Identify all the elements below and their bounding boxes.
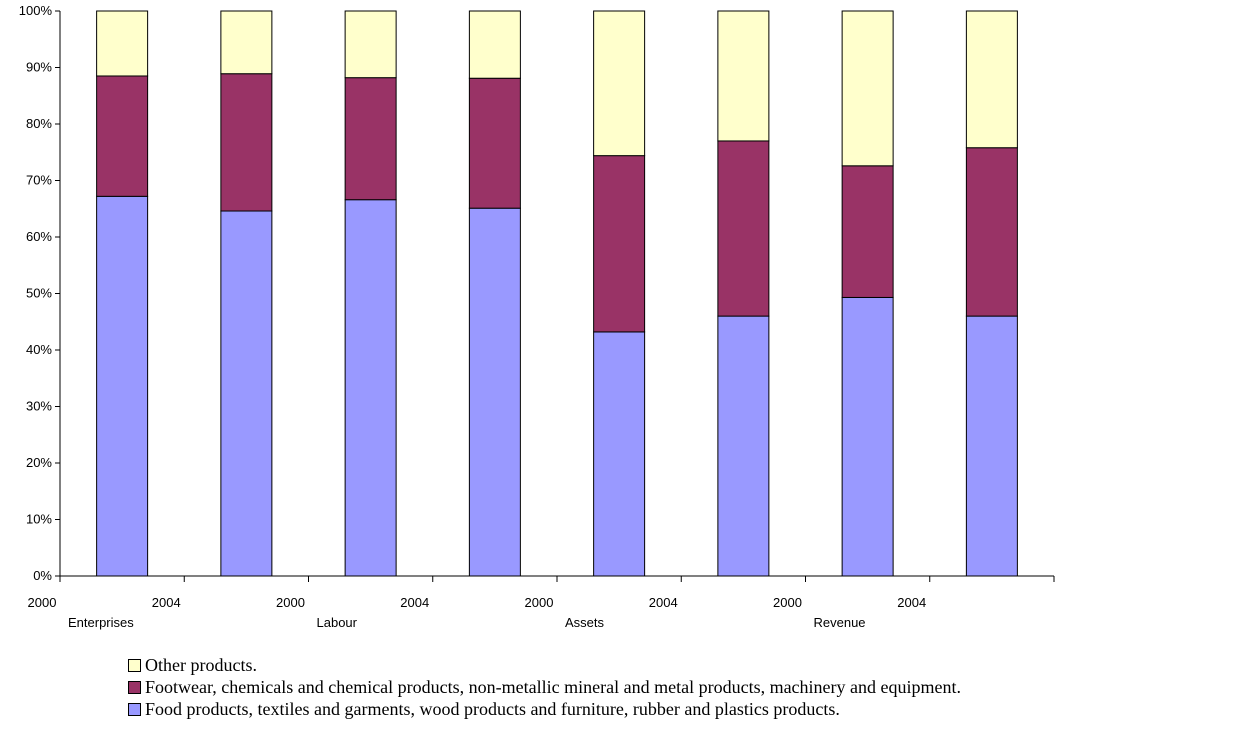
bar-segment-7-series-1 xyxy=(841,296,894,577)
x-year-label: 2000 xyxy=(773,595,802,610)
bar-segment-3-series-3 xyxy=(344,10,397,79)
x-group-label: Enterprises xyxy=(68,615,134,630)
x-group-label: Assets xyxy=(565,615,605,630)
x-group-label: Revenue xyxy=(814,615,866,630)
legend-swatch xyxy=(128,658,141,672)
x-year-label: 2004 xyxy=(897,595,926,610)
y-tick-label: 70% xyxy=(26,173,52,188)
bars xyxy=(96,10,1018,577)
y-tick-label: 40% xyxy=(26,342,52,357)
bar-segment-3-series-1 xyxy=(344,199,397,577)
legend-item: Footwear, chemicals and chemical product… xyxy=(128,676,961,698)
bar-segment-8-series-2 xyxy=(965,147,1018,317)
y-tick-label: 20% xyxy=(26,455,52,470)
bar-segment-2-series-1 xyxy=(220,210,273,577)
legend-label: Other products. xyxy=(145,655,257,675)
bar-segment-5-series-1 xyxy=(593,331,646,577)
x-year-label: 2000 xyxy=(276,595,305,610)
bar-segment-1-series-3 xyxy=(96,10,149,77)
bar-segment-4-series-3 xyxy=(468,10,521,79)
x-group-label: Labour xyxy=(317,615,358,630)
bar-segment-8-series-3 xyxy=(965,10,1018,149)
bar-segment-2-series-2 xyxy=(220,73,273,212)
legend-label: Footwear, chemicals and chemical product… xyxy=(145,677,962,697)
x-year-label: 2004 xyxy=(400,595,429,610)
bar-segment-7-series-2 xyxy=(841,165,894,298)
bar-segment-1-series-2 xyxy=(96,75,149,197)
legend-item: Food products, textiles and garments, wo… xyxy=(128,698,961,720)
bar-segment-5-series-2 xyxy=(593,155,646,333)
y-tick-label: 90% xyxy=(26,60,52,75)
y-tick-label: 0% xyxy=(33,568,52,583)
bar-segment-7-series-3 xyxy=(841,10,894,167)
y-tick-label: 100% xyxy=(19,3,53,18)
x-year-label: 2004 xyxy=(649,595,678,610)
y-tick-label: 60% xyxy=(26,229,52,244)
bar-segment-6-series-2 xyxy=(717,140,770,317)
bar-segment-6-series-3 xyxy=(717,10,770,142)
x-year-label: 2000 xyxy=(525,595,554,610)
bar-segment-2-series-3 xyxy=(220,10,273,75)
bar-segment-4-series-1 xyxy=(468,207,521,577)
bar-segment-5-series-3 xyxy=(593,10,646,157)
legend-swatch xyxy=(128,702,141,716)
bar-segment-4-series-2 xyxy=(468,77,521,209)
y-tick-label: 10% xyxy=(26,512,52,527)
legend: Other products. Footwear, chemicals and c… xyxy=(128,654,961,720)
axes xyxy=(55,10,1055,582)
bar-segment-3-series-2 xyxy=(344,77,397,201)
x-year-label: 2000 xyxy=(28,595,57,610)
bar-segment-6-series-1 xyxy=(717,315,770,577)
x-year-label: 2004 xyxy=(152,595,181,610)
bar-segment-8-series-1 xyxy=(965,315,1018,577)
legend-label: Food products, textiles and garments, wo… xyxy=(145,699,840,719)
bar-segment-1-series-1 xyxy=(96,195,149,577)
legend-swatch xyxy=(128,680,141,694)
y-tick-label: 50% xyxy=(26,286,52,301)
y-tick-label: 80% xyxy=(26,116,52,131)
tick-labels: 0% 10% 20% 30% 40% 50% 60% 70% 80% 90% 100% 2000 200… xyxy=(19,3,926,630)
legend-item: Other products. xyxy=(128,654,961,676)
stacked-bar-chart: 0% 10% 20% 30% 40% 50% 60% 70% 80% 90% 100% 2000 200… xyxy=(19,3,1055,630)
y-tick-label: 30% xyxy=(26,399,52,414)
